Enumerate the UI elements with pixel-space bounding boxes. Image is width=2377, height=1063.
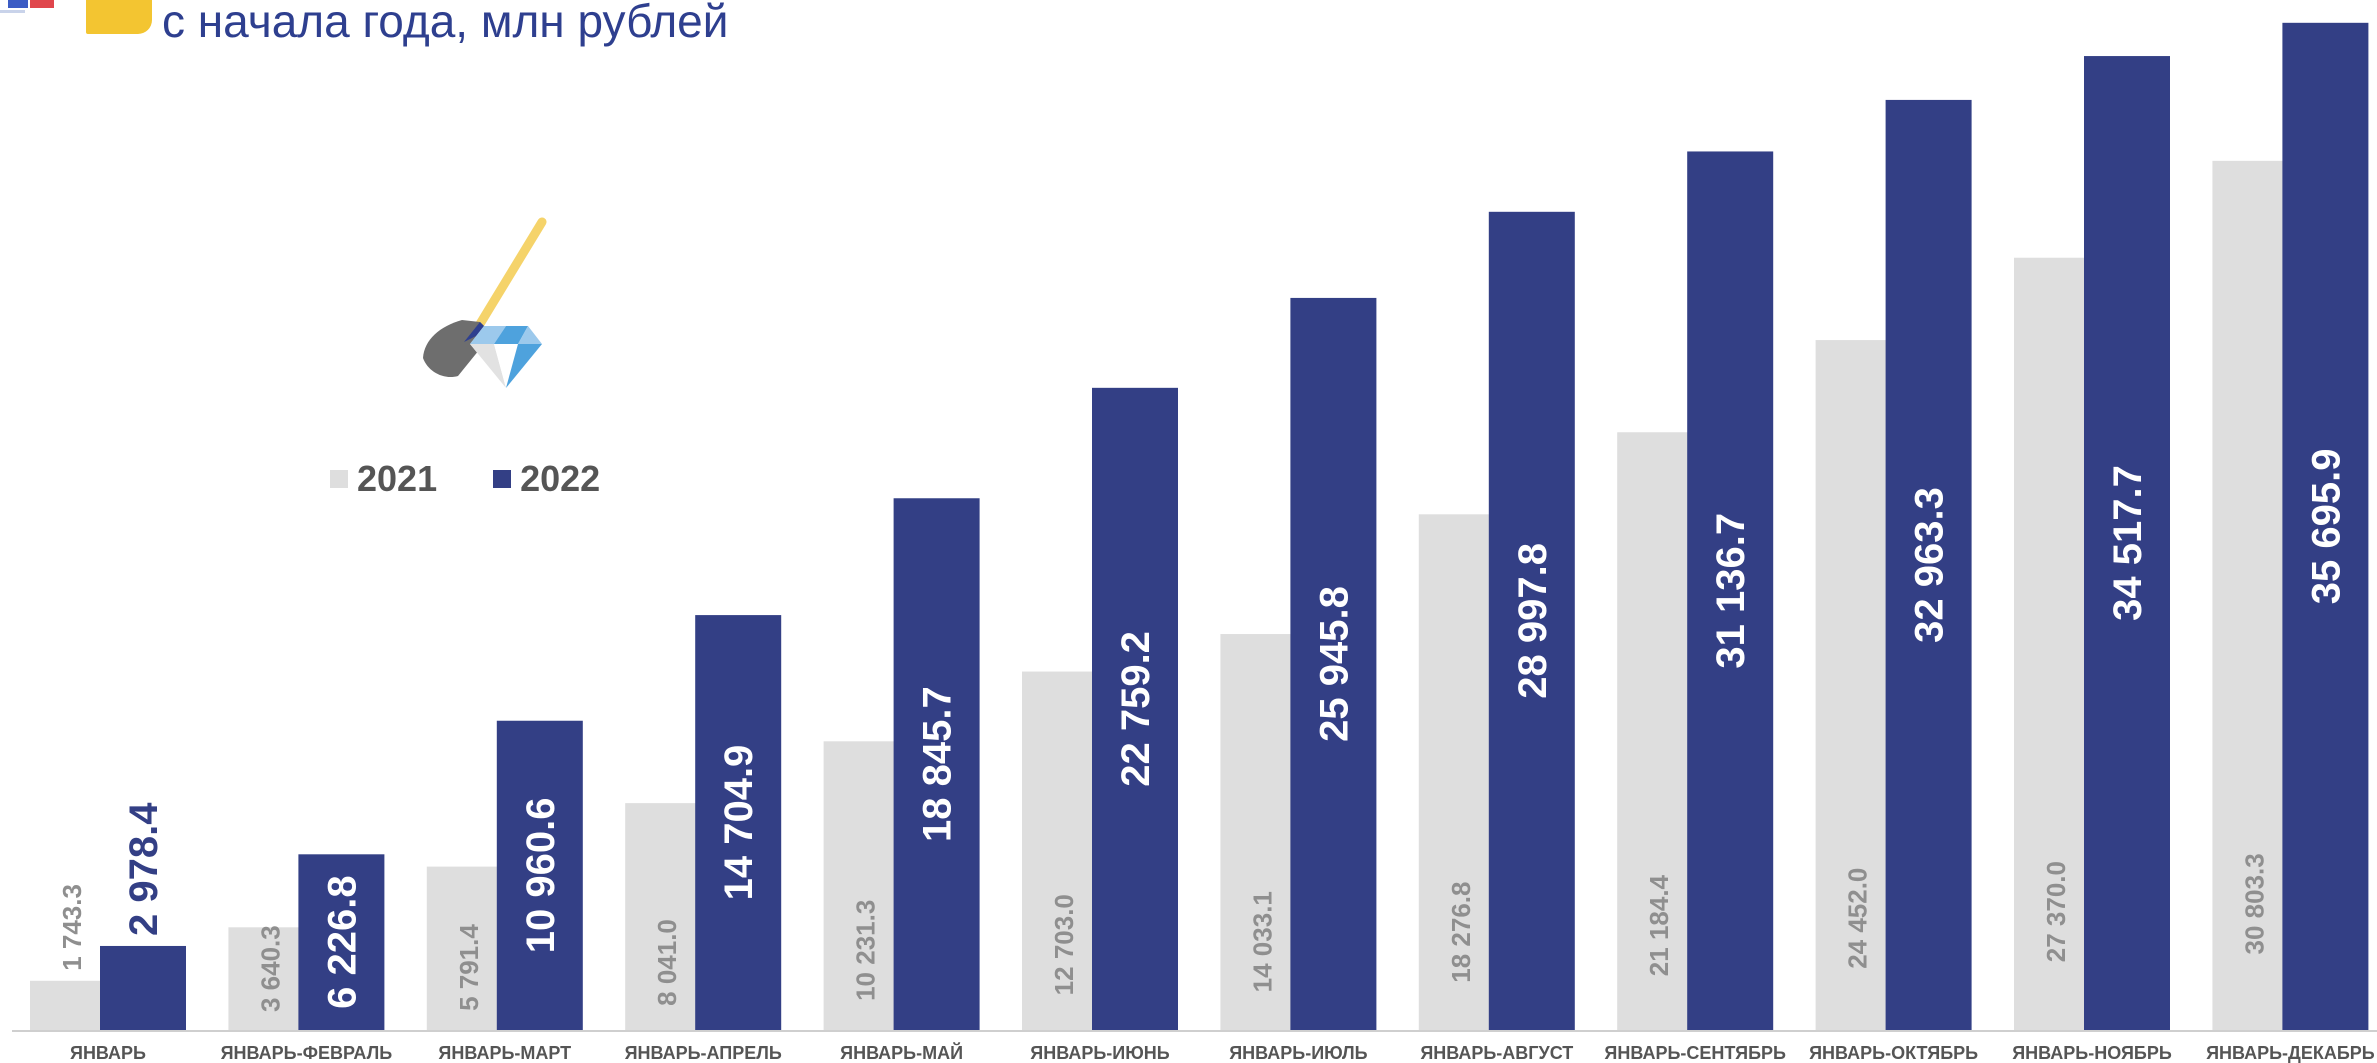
legend-item-2022: 2022 — [493, 458, 600, 500]
x-tick-label: ЯНВАРЬ-СЕНТЯБРЬ — [1604, 1043, 1786, 1063]
x-tick-label: ЯНВАРЬ-ФЕВРАЛЬ — [221, 1043, 393, 1063]
bar-2022 — [1885, 99, 1972, 1031]
bar-2022 — [1092, 387, 1178, 1031]
data-label-2021: 30 803.3 — [2239, 853, 2269, 954]
x-tick-label: ЯНВАРЬ-АПРЕЛЬ — [625, 1043, 782, 1063]
bar-2022 — [1290, 297, 1377, 1031]
x-tick-label: ЯНВАРЬ-МАРТ — [438, 1043, 571, 1063]
data-label-2021: 18 276.8 — [1446, 882, 1476, 983]
data-label-2021: 14 033.1 — [1247, 891, 1277, 992]
legend-label-2021: 2021 — [357, 458, 438, 499]
data-label-2021: 10 231.3 — [851, 900, 881, 1001]
chart-subtitle: с начала года, млн рублей — [162, 0, 729, 47]
data-label-2021: 12 703.0 — [1049, 894, 1079, 995]
data-label-2021: 5 791.4 — [454, 924, 484, 1011]
legend-swatch-2022 — [493, 470, 512, 488]
data-label-2022: 35 695.9 — [2304, 449, 2348, 605]
data-label-2021: 24 452.0 — [1843, 868, 1873, 969]
data-label-2022: 14 704.9 — [717, 745, 761, 901]
data-label-2021: 8 041.0 — [652, 919, 682, 1006]
x-tick-label: ЯНВАРЬ — [70, 1043, 146, 1063]
x-tick-label: ЯНВАРЬ-АВГУСТ — [1420, 1043, 1573, 1063]
data-label-2021: 1 743.3 — [57, 884, 87, 971]
data-label-2022: 32 963.3 — [1908, 487, 1952, 643]
data-label-2021: 21 184.4 — [1644, 874, 1674, 976]
x-tick-label: ЯНВАРЬ-МАЙ — [840, 1042, 963, 1063]
data-label-2022: 28 997.8 — [1511, 543, 1555, 699]
bar-2022 — [1687, 151, 1774, 1030]
bar-2022 — [100, 945, 186, 1030]
data-label-2021: 3 640.3 — [255, 925, 285, 1012]
data-label-2022: 22 759.2 — [1114, 631, 1158, 787]
bar-2022 — [496, 720, 583, 1030]
bar-2022 — [2084, 56, 2170, 1031]
data-label-2022: 10 960.6 — [519, 798, 563, 954]
data-label-2022: 18 845.7 — [916, 686, 960, 842]
data-label-2022: 34 517.7 — [2106, 465, 2150, 621]
data-label-2021: 27 370.0 — [2041, 861, 2071, 962]
data-label-2022: 2 978.4 — [122, 802, 166, 936]
x-tick-label: ЯНВАРЬ-ДЕКАБРЬ — [2206, 1043, 2375, 1063]
data-label-2022: 31 136.7 — [1709, 513, 1753, 669]
legend-swatch-2021 — [330, 470, 348, 488]
x-tick-label: ЯНВАРЬ-ОКТЯБРЬ — [1809, 1043, 1978, 1063]
bar-2022 — [695, 615, 782, 1030]
bar-2022 — [298, 854, 385, 1030]
chart-legend: 2021 2022 — [330, 458, 656, 500]
x-tick-label: ЯНВАРЬ-НОЯБРЬ — [2012, 1043, 2172, 1063]
data-label-2022: 25 945.8 — [1312, 586, 1356, 742]
legend-label-2022: 2022 — [520, 458, 601, 499]
legend-item-2021: 2021 — [330, 458, 437, 500]
bar-2022 — [1488, 211, 1575, 1030]
x-tick-label: ЯНВАРЬ-ИЮНЬ — [1030, 1043, 1169, 1063]
x-tick-label: ЯНВАРЬ-ИЮЛЬ — [1229, 1043, 1367, 1063]
bar-2022 — [2282, 22, 2369, 1030]
data-label-2022: 6 226.8 — [320, 875, 364, 1008]
flag-logo — [0, 0, 70, 13]
brand-logo-shape — [86, 0, 152, 34]
bar-2022 — [893, 498, 980, 1030]
shovel-diamond-icon — [418, 212, 568, 392]
